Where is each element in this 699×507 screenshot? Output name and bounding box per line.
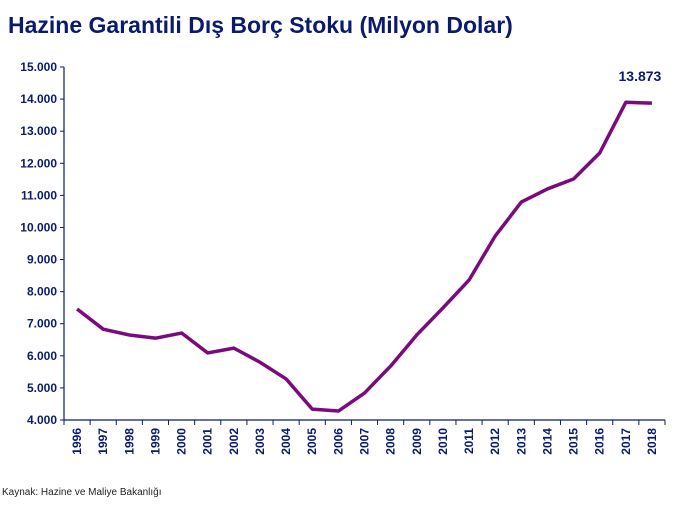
x-tick-label: 2010 xyxy=(436,428,450,455)
x-tick-label: 2002 xyxy=(227,428,241,455)
x-tick-label: 1997 xyxy=(96,428,110,455)
x-tick-label: 2018 xyxy=(645,428,659,455)
series-line xyxy=(75,100,652,413)
x-tick-label: 2000 xyxy=(175,428,189,455)
y-tick-label: 7.000 xyxy=(27,317,57,331)
x-tick-label: 1996 xyxy=(70,428,84,455)
y-tick-label: 13.000 xyxy=(20,124,57,138)
source-note: Kaynak: Hazine ve Maliye Bakanlığı xyxy=(2,487,162,498)
x-tick-label: 2008 xyxy=(384,428,398,455)
x-tick-label: 2012 xyxy=(488,428,502,455)
x-tick-label: 2014 xyxy=(540,428,554,455)
y-tick-label: 10.000 xyxy=(20,220,57,234)
x-tick-label: 2015 xyxy=(567,428,581,455)
y-tick-label: 11.000 xyxy=(21,188,57,202)
y-tick-label: 9.000 xyxy=(27,253,57,267)
y-tick-label: 4.000 xyxy=(27,413,57,427)
y-tick-label: 5.000 xyxy=(27,381,57,395)
x-tick-label: 1999 xyxy=(148,428,162,455)
chart-title: Hazine Garantili Dış Borç Stoku (Milyon … xyxy=(8,12,513,38)
y-tick-label: 15.000 xyxy=(20,60,57,74)
x-tick-label: 2006 xyxy=(331,428,345,455)
x-tick-label: 1998 xyxy=(122,428,136,455)
x-tick-label: 2011 xyxy=(462,428,476,454)
data-label: 13.873 xyxy=(619,68,662,84)
y-tick-label: 12.000 xyxy=(20,156,57,170)
y-tick-label: 8.000 xyxy=(27,285,57,299)
y-tick-label: 6.000 xyxy=(27,349,57,363)
x-tick-label: 2005 xyxy=(305,428,319,455)
x-tick-label: 2017 xyxy=(619,428,633,455)
y-tick-label: 14.000 xyxy=(20,92,57,106)
x-tick-label: 2004 xyxy=(279,428,293,455)
x-tick-label: 2003 xyxy=(253,428,267,455)
x-tick-label: 2016 xyxy=(593,428,607,455)
x-tick-label: 2013 xyxy=(514,428,528,455)
x-tick-label: 2001 xyxy=(201,428,215,455)
x-tick-label: 2009 xyxy=(410,428,424,455)
x-tick-label: 2007 xyxy=(358,428,372,455)
